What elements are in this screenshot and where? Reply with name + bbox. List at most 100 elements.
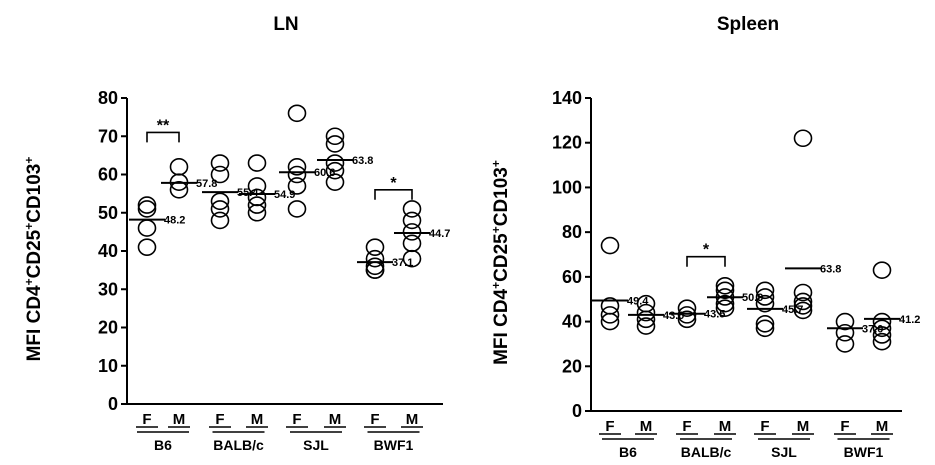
- data-point: [169, 158, 189, 176]
- label-part: MFI CD4: [24, 285, 45, 361]
- data-point: [287, 165, 307, 184]
- data-point: [793, 292, 813, 311]
- significance-label: **: [157, 117, 170, 134]
- strain-label: B6: [619, 444, 637, 460]
- sex-label: M: [876, 418, 889, 435]
- group-balbc-m: 54.9 M: [239, 154, 295, 428]
- data-point: [325, 173, 345, 191]
- y-axis-label: MFI CD4+CD25+CD103+: [489, 160, 512, 365]
- group-sjl-m: 63.8 M: [317, 127, 373, 428]
- mean-label: 41.2: [899, 314, 920, 326]
- data-point: [365, 249, 385, 268]
- group-b6-f: 48.2 F: [129, 196, 185, 428]
- data-point: [755, 294, 775, 313]
- strain-label: BALB/c: [681, 444, 732, 460]
- y-tick-label: 120: [552, 133, 582, 153]
- sex-label: M: [640, 418, 653, 435]
- group-b6-m: 43.0M: [628, 294, 684, 435]
- data-point: [793, 301, 813, 320]
- chart-title: Spleen: [717, 14, 779, 35]
- data-point: [137, 200, 157, 218]
- group-b6-f: 49.4F: [592, 236, 649, 435]
- y-tick-label: 0: [108, 394, 118, 414]
- label-part: MFI CD4: [491, 288, 512, 364]
- sex-label: F: [292, 411, 301, 428]
- mean-label: 60.6: [314, 167, 335, 179]
- y-tick-label: 20: [562, 356, 582, 376]
- data-point: [402, 223, 422, 241]
- data-point: [755, 281, 775, 300]
- sex-label: F: [142, 411, 151, 428]
- data-point: [137, 196, 157, 214]
- strain-label: SJL: [771, 444, 797, 460]
- sex-label: M: [406, 411, 419, 428]
- data-point: [137, 219, 157, 237]
- y-tick-label: 40: [98, 241, 118, 261]
- data-point: [247, 154, 267, 172]
- data-point: [793, 297, 813, 315]
- data-point: [287, 104, 307, 123]
- sex-label: M: [797, 418, 810, 435]
- y-tick-label: 10: [98, 356, 118, 376]
- sex-label: F: [215, 411, 224, 428]
- data-point: [755, 288, 775, 306]
- data-point: [636, 310, 656, 329]
- strain-label: B6: [154, 437, 172, 453]
- sex-label: F: [370, 411, 379, 428]
- data-point: [402, 200, 422, 218]
- group-bwf1-f: 37.0 F: [827, 312, 883, 435]
- data-point: [872, 332, 892, 351]
- y-tick-label: 80: [562, 222, 582, 242]
- significance-label: *: [703, 242, 710, 259]
- data-point: [793, 283, 813, 302]
- mean-label: 54.9: [274, 189, 295, 201]
- sex-label: F: [682, 418, 691, 435]
- data-point: [325, 127, 345, 146]
- y-tick-label: 80: [98, 88, 118, 108]
- label-part: CD103: [24, 164, 45, 223]
- data-point: [325, 154, 345, 172]
- data-point: [677, 299, 697, 317]
- significance-bracket: [146, 131, 180, 143]
- data-point: [365, 238, 385, 256]
- significance-bracket: [374, 189, 413, 200]
- sex-label: F: [760, 418, 769, 435]
- data-point: [755, 315, 775, 333]
- data-point: [402, 211, 422, 230]
- data-point: [715, 281, 735, 300]
- data-point: [210, 165, 230, 184]
- mean-label: 50.9: [742, 292, 763, 304]
- mean-label: 43.5: [704, 309, 725, 321]
- data-point: [677, 310, 697, 329]
- sex-label: M: [251, 411, 264, 428]
- mean-label: 44.7: [429, 228, 450, 240]
- strain-label: SJL: [303, 437, 329, 453]
- group-balbc-f: 55.4F: [202, 154, 259, 428]
- y-tick-label: 60: [562, 267, 582, 287]
- label-part: CD103: [491, 167, 512, 226]
- data-point: [872, 261, 892, 279]
- data-point: [636, 317, 656, 335]
- superscript: +: [22, 223, 36, 230]
- data-point: [872, 326, 892, 344]
- data-point: [600, 312, 620, 331]
- data-point: [600, 306, 620, 324]
- mean-label: 63.8: [820, 263, 841, 275]
- superscript: +: [489, 226, 503, 233]
- data-point: [835, 335, 855, 353]
- data-point: [287, 200, 307, 218]
- data-point: [210, 211, 230, 230]
- mean-label: 63.8: [352, 155, 373, 167]
- strain-label: BALB/c: [213, 437, 264, 453]
- group-sjl-m: 63.8 M: [785, 129, 841, 435]
- data-point: [287, 158, 307, 176]
- mean-label: 48.2: [164, 215, 185, 227]
- group-b6-m: 57.8 M: [161, 158, 217, 428]
- mean-label: 57.8: [196, 178, 217, 190]
- group-sjl-f: 60.6 F: [279, 104, 335, 428]
- data-point: [325, 135, 345, 153]
- y-tick-label: 40: [562, 312, 582, 332]
- superscript: +: [489, 160, 503, 167]
